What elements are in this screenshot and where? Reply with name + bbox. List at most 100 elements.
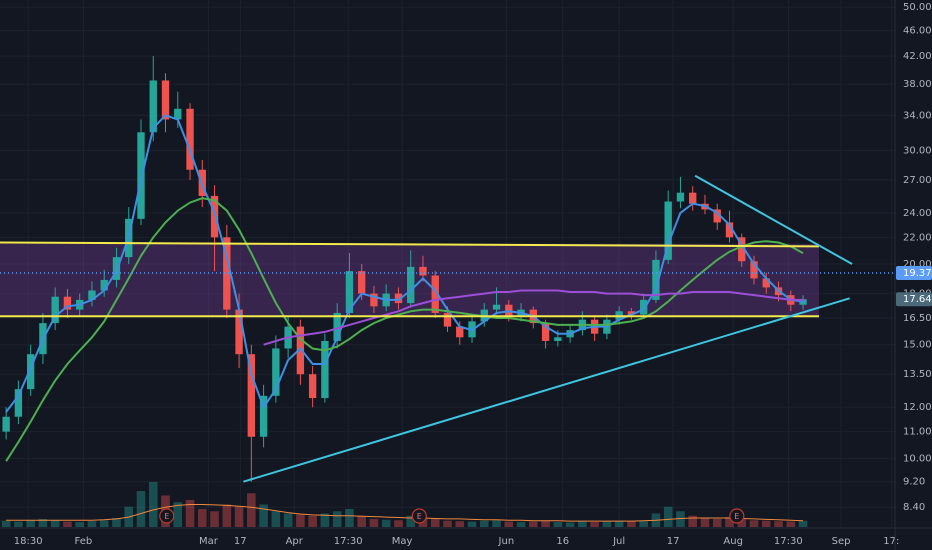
volume-bar [676,511,685,527]
y-tick-label: 15.00 [903,340,932,351]
x-tick-label: Mar [199,536,219,547]
candle-body [88,290,96,300]
earnings-label: E [417,512,422,521]
volume-bar [369,518,379,527]
candle-body [149,80,157,133]
volume-bar [602,521,612,527]
volume-bar [467,521,477,527]
y-tick-label: 38.00 [903,79,932,90]
candle-body [713,209,721,223]
volume-bar [210,511,219,527]
trend-line [0,241,819,248]
volume-bar [492,520,501,527]
candle-body [333,312,341,341]
candle-body [51,296,59,324]
candle-body [738,237,746,262]
volume-bar [222,504,232,527]
volume-bar [394,520,403,527]
volume-bar [173,502,183,527]
y-tick-label: 30.00 [903,145,932,156]
candle-body [321,340,329,399]
volume-bar [1,520,11,527]
candle-body [358,271,366,294]
candle-body [100,279,108,291]
volume-bar [247,493,256,527]
volume-bar [234,506,244,527]
trend-line [243,297,850,483]
volume-bar [406,515,416,527]
volume-bar [75,522,84,527]
price-label-box [896,292,932,307]
candle-body [492,304,501,310]
candle-body [370,293,378,307]
volume-bar [553,522,563,527]
candle-body [308,374,317,399]
y-tick-label: 10.00 [903,453,932,464]
volume-bar [26,520,35,527]
volume-bar [614,520,624,527]
volume-bar [541,520,550,527]
volume-bar [345,509,354,527]
y-tick-label: 16.50 [903,313,932,324]
volume-bar [786,521,796,527]
volume-bar [308,515,317,527]
candle-body [664,201,672,260]
candle-body [26,354,35,390]
price-label: 17.64 [903,294,932,305]
earnings-label: E [734,512,739,521]
x-tick-label: 18:30 [14,536,43,547]
volume-bar [332,511,342,527]
candle-body [652,259,660,300]
y-tick-label: 9.20 [903,477,925,488]
volume-bar [136,491,146,527]
earnings-label: E [164,512,169,521]
candle-body [639,299,648,315]
volume-bar [749,520,759,527]
y-tick-label: 11.00 [903,427,932,438]
candle-body [676,192,685,202]
volume-bar [578,521,587,527]
candle-body [431,275,439,313]
volume-bar [50,519,60,527]
volume-bar [479,520,489,527]
candle-body [223,237,231,310]
volume-bar [271,511,281,527]
candle-body [689,192,697,204]
volume-bar [737,518,747,527]
x-tick-label: Jul [612,536,625,547]
volume-bar [430,518,440,527]
volume-bar [185,500,195,527]
candle-body [541,323,550,341]
x-tick-label: Apr [286,536,304,547]
y-tick-label: 13.50 [903,369,932,380]
x-tick-label: 17: [883,536,899,547]
candle-body [627,311,636,315]
candle-body [137,132,145,219]
y-tick-label: 20.00 [903,259,932,270]
x-tick-label: 17:30 [774,536,803,547]
volume-bar [627,521,636,527]
volume-bar [259,504,268,527]
volume-bar [320,513,330,527]
y-tick-label: 12.00 [903,402,932,413]
candle-body [296,326,305,375]
volume-bar [38,518,48,527]
y-tick-label: 50.00 [903,2,932,13]
volume-bar [455,521,465,527]
candle-body [235,309,243,355]
volume-ma-line [6,504,804,522]
trend-line [694,174,853,265]
volume-bar [700,518,710,527]
volume-bar [14,521,23,527]
earnings-marker [729,508,745,524]
y-tick-label: 46.00 [903,26,932,37]
volume-bar [198,509,207,527]
candle-body [799,299,807,305]
volume-bar [381,519,391,527]
candle-body [2,416,10,432]
candle-body [407,266,415,304]
candle-body [394,293,403,304]
volume-bar [504,521,514,527]
moving-average-line [5,114,804,413]
